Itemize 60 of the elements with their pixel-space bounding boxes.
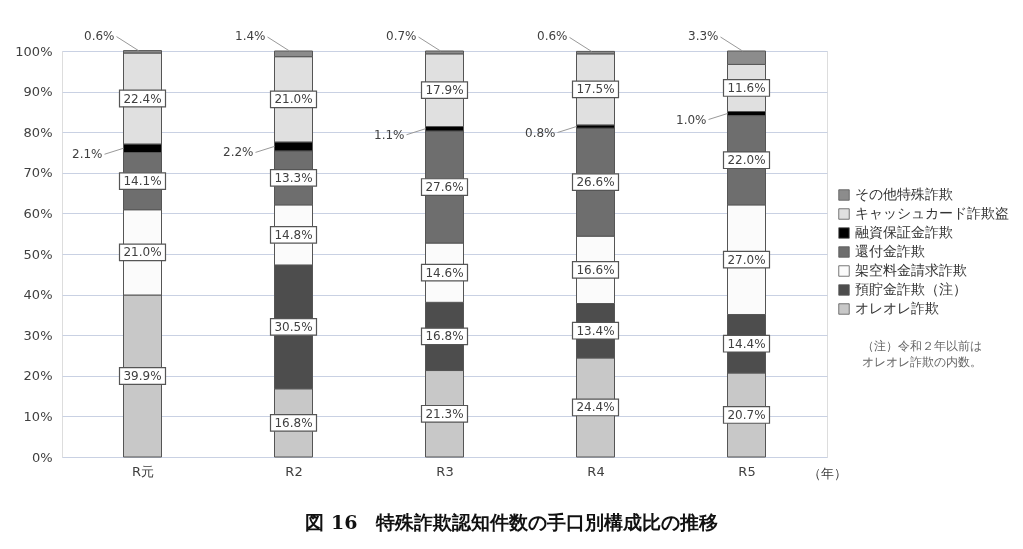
y-tick-label: 100%: [15, 43, 53, 59]
data-label: 0.6%: [537, 29, 568, 44]
legend-label: 融資保証金詐欺: [855, 224, 953, 240]
x-tick-label: R2: [285, 463, 303, 479]
data-label: 14.1%: [123, 174, 162, 189]
x-tick-label: R元: [131, 463, 155, 479]
data-label: 3.3%: [688, 29, 719, 43]
data-label: 2.1%: [72, 147, 103, 162]
y-tick-label: 10%: [23, 408, 53, 424]
x-tick-label: R3: [436, 463, 454, 479]
data-label: 14.8%: [274, 227, 313, 242]
data-label: 1.0%: [676, 112, 707, 127]
y-tick-label: 0%: [31, 449, 53, 465]
data-label: 21.0%: [123, 245, 162, 260]
y-tick-label: 60%: [23, 205, 53, 221]
data-label: 20.7%: [727, 407, 766, 422]
data-label: 22.0%: [727, 153, 766, 168]
data-label: 21.0%: [274, 92, 313, 107]
data-label: 27.6%: [425, 180, 464, 195]
y-tick-label: 20%: [23, 368, 53, 384]
data-label: 17.9%: [425, 83, 464, 98]
text: （注）令和２年以前はオレオレ詐欺の内数。: [862, 339, 982, 369]
legend-label: 還付金詐欺: [855, 243, 925, 259]
data-label: 2.2%: [223, 145, 254, 160]
data-label: 0.7%: [386, 29, 417, 43]
y-tick-label: 90%: [23, 84, 53, 100]
y-tick-label: 50%: [23, 246, 53, 262]
data-label: 27.0%: [727, 252, 766, 267]
x-axis-title: （年）: [807, 465, 847, 481]
data-label: 16.8%: [274, 415, 313, 430]
legend-label: 架空料金請求詐欺: [855, 262, 967, 278]
data-label: 39.9%: [123, 369, 162, 383]
data-label: 14.6%: [425, 265, 464, 280]
data-label: 16.6%: [576, 262, 615, 277]
data-label: 22.4%: [123, 91, 162, 106]
data-label: 13.3%: [274, 170, 313, 185]
data-label: 1.4%: [235, 29, 266, 43]
data-label: 14.4%: [727, 336, 766, 351]
legend-label: オレオレ詐欺: [855, 300, 939, 316]
y-tick-label: 80%: [23, 124, 53, 140]
data-label: 11.6%: [727, 80, 766, 95]
x-tick-label: R4: [587, 463, 605, 479]
data-label: 26.6%: [576, 175, 615, 190]
y-tick-label: 30%: [23, 327, 53, 343]
text: 図 16 特殊詐欺認知件数の手口別構成比の推移: [305, 511, 719, 533]
data-label: 30.5%: [274, 319, 313, 334]
data-label: 17.5%: [576, 82, 615, 97]
legend-label: キャッシュカード詐欺盗: [855, 205, 1009, 221]
legend-label: その他特殊詐欺: [855, 186, 953, 202]
x-tick-label: R5: [738, 463, 756, 479]
data-label: 13.4%: [576, 323, 615, 338]
data-label: 21.3%: [425, 406, 464, 421]
data-label: 1.1%: [374, 127, 405, 142]
data-label: 0.6%: [84, 28, 115, 43]
y-tick-label: 70%: [23, 165, 53, 181]
y-tick-label: 40%: [23, 287, 53, 303]
data-label: 16.8%: [425, 329, 464, 344]
legend-label: 預貯金詐欺（注）: [855, 281, 967, 297]
data-label: 0.8%: [525, 125, 556, 140]
data-label: 24.4%: [576, 400, 615, 415]
